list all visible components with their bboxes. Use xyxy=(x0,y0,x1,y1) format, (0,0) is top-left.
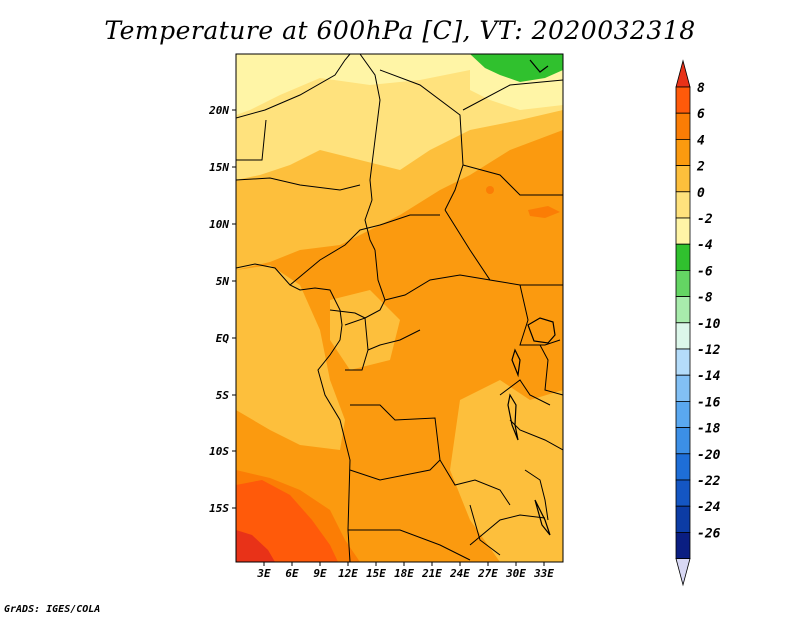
field-0-2-southwest xyxy=(236,265,345,450)
colorbar-swatch xyxy=(675,86,691,114)
colorbar-label: -20 xyxy=(697,448,721,463)
lon-tick-label: 18E xyxy=(394,567,414,580)
field-8-plus-south xyxy=(236,530,275,562)
colorbar-swatch xyxy=(675,165,691,193)
colorbar-label: -2 xyxy=(697,212,713,227)
field-minus6-minus4 xyxy=(470,54,563,82)
lon-tick-label: 24E xyxy=(449,567,470,580)
colorbar-swatch xyxy=(675,112,691,140)
field-0-2-center xyxy=(330,290,400,370)
lon-tick-label: 6E xyxy=(285,567,299,580)
lat-tick-label: 5S xyxy=(216,389,230,402)
grads-credit: GrADS: IGES/COLA xyxy=(4,604,101,615)
colorbar-arrow-top xyxy=(675,59,691,88)
field-minus4-minus2 xyxy=(236,54,470,115)
lon-tick-label: 27E xyxy=(477,567,498,580)
lon-tick-label: 3E xyxy=(256,567,271,580)
colorbar-swatch xyxy=(675,296,691,324)
colorbar-swatch xyxy=(675,243,691,271)
colorbar-label: -10 xyxy=(697,317,721,332)
lon-tick-label: 21E xyxy=(421,567,442,580)
colorbar-label: -16 xyxy=(697,395,721,410)
lon-tick-label: 15E xyxy=(366,567,386,580)
colorbar-label: 0 xyxy=(697,186,705,201)
lat-tick-label: 10N xyxy=(209,218,229,231)
colorbar-label: -24 xyxy=(697,500,721,515)
lat-tick-label: EQ xyxy=(216,332,230,345)
temperature-field xyxy=(236,54,563,562)
lat-tick-label: 15N xyxy=(209,161,229,174)
lon-tick-label: 12E xyxy=(338,567,358,580)
colorbar-swatch xyxy=(675,400,691,428)
colorbar-swatch xyxy=(675,269,691,297)
lakes xyxy=(507,59,556,536)
lat-tick-label: 10S xyxy=(209,445,229,458)
map-title: Temperature at 600hPa [C], VT: 202003231… xyxy=(104,16,696,45)
colorbar-label: -12 xyxy=(697,343,721,358)
colorbar-swatch xyxy=(675,374,691,402)
colorbar-label: -6 xyxy=(697,264,713,279)
colorbar-swatch xyxy=(675,348,691,376)
lat-tick-label: 5N xyxy=(216,275,230,288)
colorbar-swatch xyxy=(675,138,691,166)
colorbar-label: 8 xyxy=(697,81,705,96)
colorbar-swatch xyxy=(675,427,691,455)
colorbar-swatch xyxy=(675,322,691,350)
lon-axis: 3E 6E 9E 12E 15E 18E 21E 24E 27E 30E 33E xyxy=(256,562,554,580)
lat-tick-label: 20N xyxy=(208,104,229,117)
field-6-8-south xyxy=(236,480,338,562)
colorbar-swatch xyxy=(675,217,691,245)
country-borders xyxy=(236,54,563,562)
colorbar-swatch xyxy=(675,479,691,507)
colorbar-swatch xyxy=(675,532,691,560)
lon-tick-label: 9E xyxy=(313,567,327,580)
colorbar-label: -8 xyxy=(697,291,713,306)
field-4-6-spot xyxy=(486,186,494,194)
colorbar-swatch xyxy=(675,505,691,533)
field-4-6-patch xyxy=(528,206,560,218)
lat-tick-label: 15S xyxy=(209,502,229,515)
colorbar-label: 4 xyxy=(697,133,705,148)
colorbar-label: 6 xyxy=(697,107,705,122)
colorbar-label: 2 xyxy=(696,160,705,175)
map-frame xyxy=(235,53,564,563)
colorbar-label: -14 xyxy=(697,369,721,384)
lon-tick-label: 30E xyxy=(505,567,526,580)
colorbar-label: -18 xyxy=(697,422,721,437)
lat-axis: 20N 15N 10N 5N EQ 5S 10S 15S xyxy=(208,104,236,515)
colorbar-swatch xyxy=(675,453,691,481)
colorbar-arrow-bottom xyxy=(675,558,691,587)
colorbar-label: -26 xyxy=(697,526,721,541)
colorbar-label: -22 xyxy=(697,474,721,489)
colorbar-swatch xyxy=(675,191,691,219)
colorbar-label: -4 xyxy=(697,238,713,253)
colorbar: 8 6 4 2 0 -2 -4 -6 -8 -10 -12 -14 -16 -18 -20 -22 -24 -26 xyxy=(675,59,721,587)
lon-tick-label: 33E xyxy=(533,567,554,580)
